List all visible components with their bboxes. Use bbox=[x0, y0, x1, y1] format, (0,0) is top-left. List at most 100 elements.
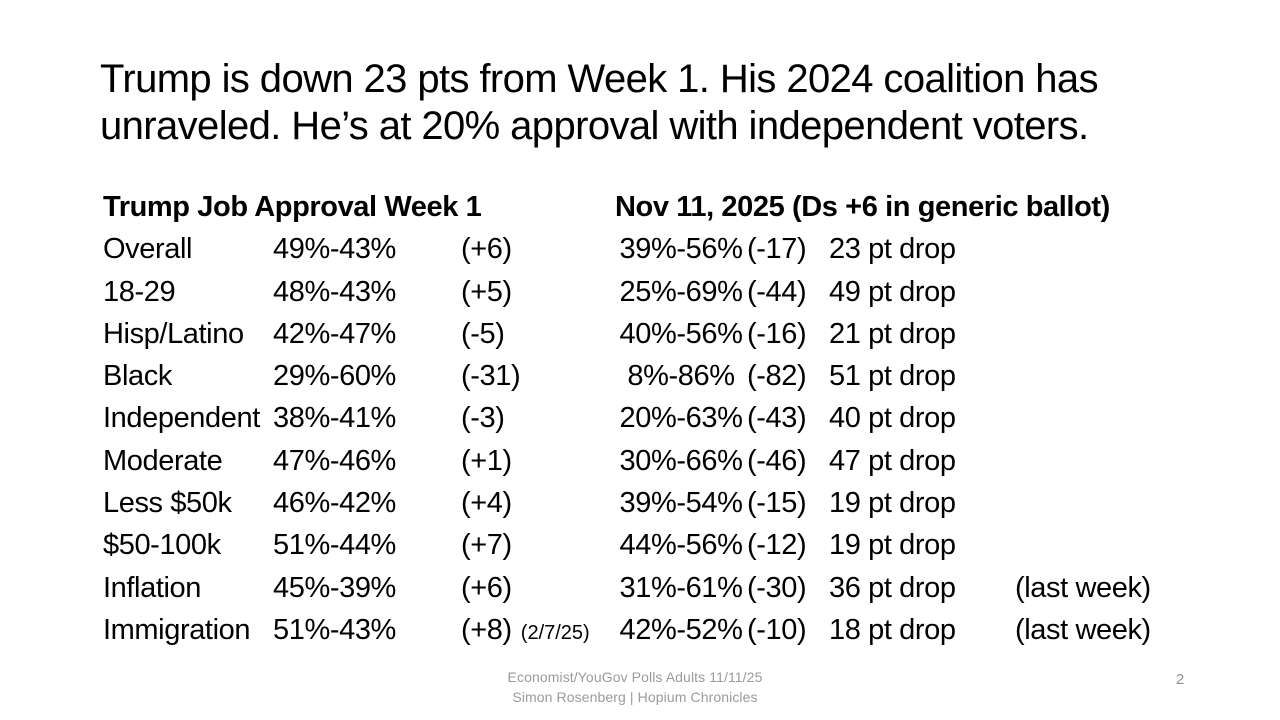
pt-drop-value: 18 pt drop bbox=[829, 613, 956, 646]
group-label: $50-100k bbox=[103, 529, 221, 562]
approval-table: Trump Job Approval Week 1 Nov 11, 2025 (… bbox=[103, 186, 1213, 651]
week1-date-note bbox=[512, 284, 521, 306]
nov11-margin-value: (-44) bbox=[747, 275, 807, 308]
nov11-approval-value: 20%-63% bbox=[619, 402, 743, 435]
week1-approval-value: 49%-43% bbox=[273, 233, 396, 266]
table-row: Immigration 51%-43% (+8) (2/7/25) 42%-52%… bbox=[103, 609, 1213, 651]
nov11-approval-value: 31%-61% bbox=[619, 571, 743, 604]
row-note bbox=[1009, 524, 1213, 569]
nov11-margin-value: (-15) bbox=[747, 487, 807, 520]
week1-margin-value: (+1) bbox=[461, 444, 512, 477]
page-number: 2 bbox=[1175, 671, 1185, 688]
pt-drop-value: 19 pt drop bbox=[829, 529, 956, 562]
table-row: Independent 38%-41% (-3) 20%-63% (-43) 4… bbox=[103, 397, 1213, 439]
table-row: 18-29 48%-43% (+5) 25%-69% (-44) 49 pt d… bbox=[103, 271, 1213, 313]
row-note bbox=[1009, 440, 1213, 485]
slide-title: Trump is down 23 pts from Week 1. His 20… bbox=[100, 57, 1099, 148]
week1-date-note bbox=[512, 537, 521, 559]
week1-margin-value: (+6) bbox=[461, 571, 512, 604]
week1-margin: (+1) bbox=[443, 440, 615, 485]
pt-drop-value: 36 pt drop bbox=[829, 571, 956, 604]
nov11-margin-value: (-82) bbox=[747, 360, 807, 393]
week1-margin: (-5) bbox=[443, 313, 615, 358]
row-note bbox=[1009, 355, 1213, 400]
nov11-margin-value: (-17) bbox=[747, 233, 807, 266]
week1-date-note bbox=[520, 368, 529, 390]
week1-margin: (-31) bbox=[443, 355, 615, 400]
footer-source-line: Economist/YouGov Polls Adults 11/11/25 bbox=[507, 669, 763, 685]
nov11-margin-value: (-43) bbox=[747, 402, 807, 435]
week1-margin-value: (+8) bbox=[461, 613, 512, 646]
table-row: Less $50k 46%-42% (+4) 39%-54% (-15) 19 … bbox=[103, 482, 1213, 524]
week1-margin: (+6) bbox=[443, 567, 615, 612]
nov11-approval-value: 8%-86% bbox=[627, 360, 735, 393]
pt-drop-value: 51 pt drop bbox=[829, 360, 956, 393]
group-label: Less $50k bbox=[103, 487, 232, 520]
week1-margin: (+4) bbox=[443, 482, 615, 527]
nov11-approval-value: 30%-66% bbox=[619, 444, 743, 477]
table-row: $50-100k 51%-44% (+7) 44%-56% (-12) 19 p… bbox=[103, 524, 1213, 566]
nov11-approval-value: 39%-54% bbox=[619, 487, 743, 520]
week1-margin-value: (-3) bbox=[461, 402, 505, 435]
week1-date-note bbox=[512, 453, 521, 475]
week1-margin: (+6) bbox=[443, 228, 615, 273]
table-row: Moderate 47%-46% (+1) 30%-66% (-46) 47 p… bbox=[103, 440, 1213, 482]
row-note bbox=[1009, 397, 1213, 442]
nov11-margin-value: (-30) bbox=[747, 571, 807, 604]
week1-margin: (+7) bbox=[443, 524, 615, 569]
week1-approval-value: 51%-43% bbox=[273, 613, 396, 646]
table-body: Overall 49%-43% (+6) 39%-56% (-17) 23 pt… bbox=[103, 228, 1213, 651]
row-note bbox=[1009, 482, 1213, 527]
nov11-margin-value: (-10) bbox=[747, 613, 807, 646]
week1-approval-value: 42%-47% bbox=[273, 317, 396, 350]
table-row: Hisp/Latino 42%-47% (-5) 40%-56% (-16) 2… bbox=[103, 313, 1213, 355]
week1-date-note bbox=[512, 241, 521, 263]
table-row: Overall 49%-43% (+6) 39%-56% (-17) 23 pt… bbox=[103, 228, 1213, 270]
nov11-approval-value: 39%-56% bbox=[619, 233, 743, 266]
week1-margin-value: (+6) bbox=[461, 233, 512, 266]
nov11-margin-value: (-12) bbox=[747, 529, 807, 562]
group-label: Immigration bbox=[103, 613, 251, 646]
row-note: (last week) bbox=[1015, 571, 1151, 604]
row-note bbox=[1009, 271, 1213, 316]
pt-drop-value: 19 pt drop bbox=[829, 487, 956, 520]
week1-date-note bbox=[505, 410, 514, 432]
week1-approval-value: 51%-44% bbox=[273, 529, 396, 562]
pt-drop-value: 47 pt drop bbox=[829, 444, 956, 477]
pt-drop-value: 21 pt drop bbox=[829, 317, 956, 350]
nov11-approval-value: 25%-69% bbox=[619, 275, 743, 308]
week1-approval-value: 46%-42% bbox=[273, 487, 396, 520]
footer-attribution: Economist/YouGov Polls Adults 11/11/25 S… bbox=[400, 667, 870, 707]
week1-margin: (-3) bbox=[443, 397, 615, 442]
footer-author-line: Simon Rosenberg | Hopium Chronicles bbox=[512, 689, 758, 705]
column-header-week1: Trump Job Approval Week 1 bbox=[103, 191, 482, 223]
row-note bbox=[1009, 228, 1213, 273]
week1-date-note bbox=[512, 495, 521, 517]
week1-approval-value: 45%-39% bbox=[273, 571, 396, 604]
week1-approval-value: 29%-60% bbox=[273, 360, 396, 393]
group-label: Overall bbox=[103, 233, 193, 266]
group-label: Black bbox=[103, 360, 172, 393]
week1-margin: (+5) bbox=[443, 271, 615, 316]
table-header-row: Trump Job Approval Week 1 Nov 11, 2025 (… bbox=[103, 186, 1213, 228]
week1-margin-value: (+7) bbox=[461, 529, 512, 562]
week1-margin-value: (+5) bbox=[461, 275, 512, 308]
week1-approval-value: 47%-46% bbox=[273, 444, 396, 477]
week1-date-note: (2/7/25) bbox=[520, 621, 590, 644]
nov11-margin-value: (-46) bbox=[747, 444, 807, 477]
row-note bbox=[1009, 313, 1213, 358]
nov11-margin-value: (-16) bbox=[747, 317, 807, 350]
nov11-approval-value: 44%-56% bbox=[619, 529, 743, 562]
week1-margin: (+8) (2/7/25) bbox=[443, 609, 615, 654]
week1-margin-value: (+4) bbox=[461, 487, 512, 520]
column-header-nov11: Nov 11, 2025 (Ds +6 in generic ballot) bbox=[615, 191, 1110, 223]
table-row: Black 29%-60% (-31) 8%-86% (-82) 51 pt d… bbox=[103, 355, 1213, 397]
group-label: Independent bbox=[103, 402, 260, 435]
week1-date-note bbox=[512, 580, 521, 602]
week1-date-note bbox=[505, 326, 514, 348]
week1-approval-value: 38%-41% bbox=[273, 402, 396, 435]
week1-approval-value: 48%-43% bbox=[273, 275, 396, 308]
pt-drop-value: 40 pt drop bbox=[829, 402, 956, 435]
nov11-approval-value: 42%-52% bbox=[619, 613, 743, 646]
group-label: Hisp/Latino bbox=[103, 317, 244, 350]
